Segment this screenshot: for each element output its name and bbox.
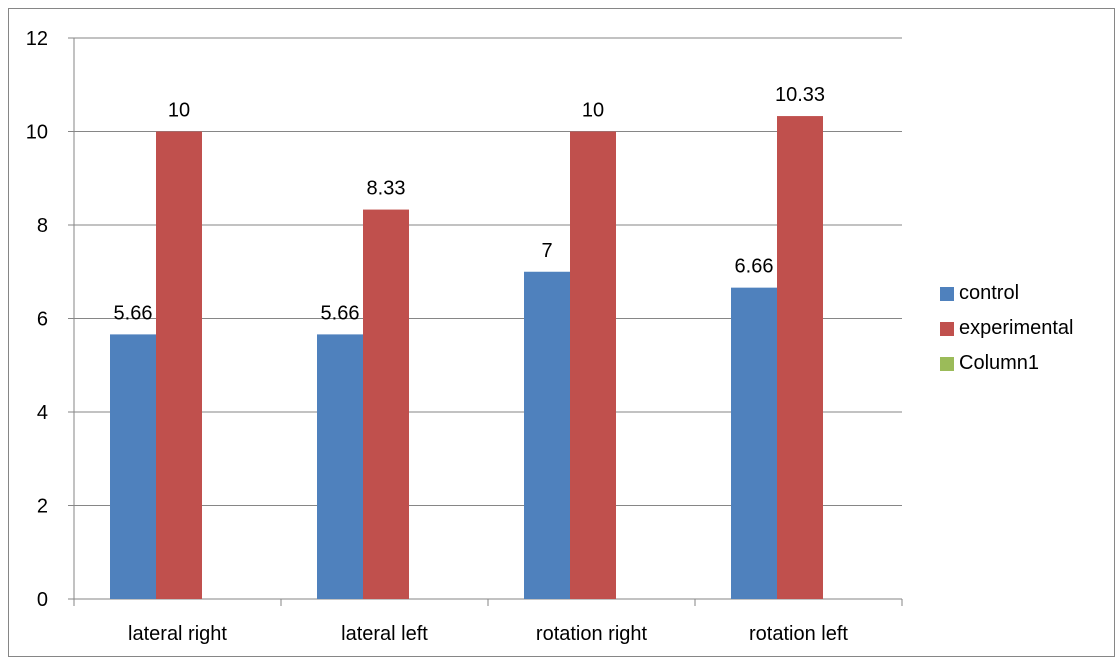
data-label: 7 (541, 240, 552, 262)
data-label: 10.33 (775, 84, 825, 106)
legend: control experimental Column1 (940, 276, 1074, 381)
data-label: 10 (168, 100, 190, 122)
y-tick-label: 8 (37, 215, 48, 237)
y-tick-label: 10 (26, 122, 48, 144)
bar-experimental (570, 131, 616, 599)
bar-experimental (156, 131, 202, 599)
y-tick-label: 2 (37, 496, 48, 518)
data-label: 5.66 (321, 302, 360, 324)
x-category-label: rotation right (536, 623, 648, 645)
x-category-label: rotation left (749, 623, 848, 645)
bar-control (731, 287, 777, 599)
y-tick-label: 12 (26, 28, 48, 50)
y-tick-label: 0 (37, 589, 48, 611)
bar-control (524, 271, 570, 599)
x-category-label: lateral right (128, 623, 227, 645)
legend-item-experimental: experimental (940, 311, 1074, 346)
data-label: 5.66 (114, 302, 153, 324)
bar-experimental (363, 209, 409, 599)
legend-item-column1: Column1 (940, 346, 1074, 381)
data-label: 8.33 (367, 178, 406, 200)
legend-label-experimental: experimental (959, 317, 1074, 339)
legend-swatch-control (940, 286, 954, 301)
data-label: 6.66 (735, 256, 774, 278)
x-category-label: lateral left (341, 623, 428, 645)
bar-control (317, 334, 363, 599)
legend-label-control: control (959, 282, 1020, 304)
legend-item-control: control (940, 276, 1074, 311)
legend-label-column1: Column1 (959, 352, 1040, 374)
y-tick-label: 4 (37, 402, 48, 424)
legend-swatch-experimental (940, 321, 954, 336)
bar-control (110, 334, 156, 599)
y-tick-label: 6 (37, 309, 48, 331)
data-label: 10 (582, 100, 604, 122)
legend-swatch-column1 (940, 356, 954, 371)
bar-experimental (777, 116, 823, 599)
